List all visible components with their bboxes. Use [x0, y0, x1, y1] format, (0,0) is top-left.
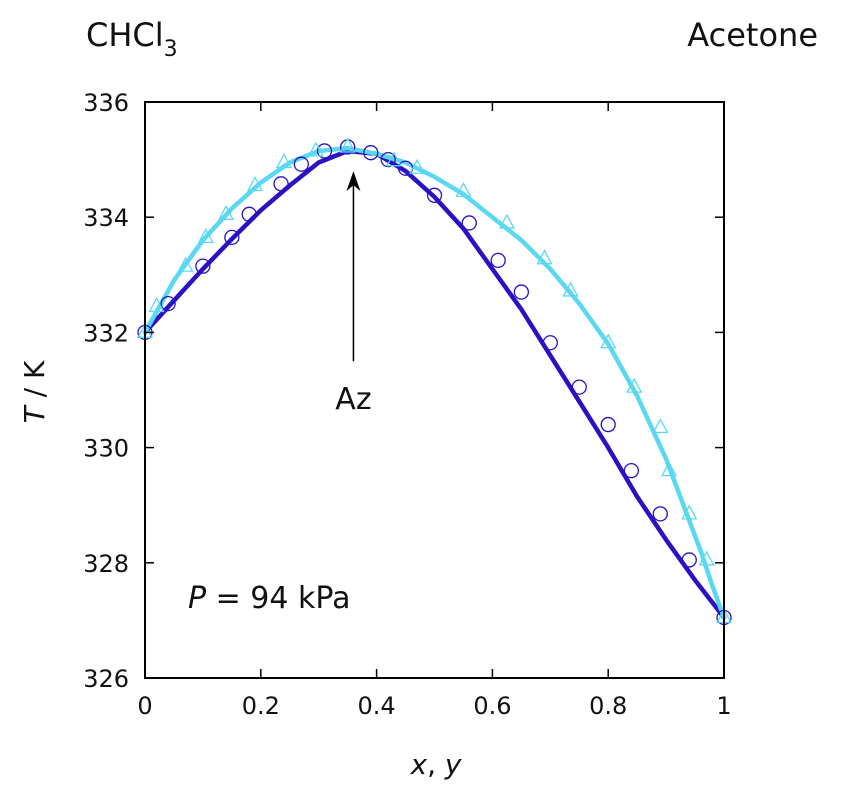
azeotrope-annotation: Az — [335, 171, 372, 417]
exp-liquid-point — [380, 151, 396, 168]
y-tick-label: 332 — [83, 319, 129, 347]
y-tick-label: 336 — [83, 89, 129, 117]
x-tick-label: 0.6 — [473, 692, 511, 720]
exp-vapor-point — [246, 176, 264, 192]
exp-vapor-point — [681, 504, 698, 520]
x-tick-label: 0 — [137, 692, 152, 720]
exp-vapor-point — [177, 256, 194, 272]
y-axis-title: T / K — [18, 360, 51, 423]
exp-vapor-point — [698, 550, 715, 566]
y-tick-label: 334 — [83, 204, 129, 232]
x-tick-label: 0.8 — [589, 692, 627, 720]
x-tick-label: 0.2 — [242, 692, 280, 720]
corner-label-right: Acetone — [687, 16, 818, 54]
azeotrope-arrow-head — [346, 171, 361, 192]
model-liquid-line — [142, 148, 727, 620]
exp-vapor-point — [600, 333, 617, 349]
model-vapor-line — [142, 145, 727, 620]
x-tick-label: 0.4 — [358, 692, 396, 720]
exp-vapor-point — [660, 461, 678, 477]
y-tick-label: 328 — [83, 550, 129, 578]
plot-curves — [142, 145, 727, 620]
exp-liquid-point — [652, 506, 668, 522]
corner-labels: CHCl3 Acetone — [86, 16, 818, 62]
exp-liquid-point — [293, 156, 309, 172]
exp-liquid-point — [273, 176, 289, 192]
exp-liquid-point — [623, 462, 640, 479]
exp-vapor-point — [626, 377, 643, 393]
azeotrope-label: Az — [335, 382, 371, 417]
exp-liquid-point — [542, 335, 558, 351]
exp-vapor-point — [498, 213, 515, 229]
corner-label-left-subscript: 3 — [164, 37, 178, 62]
exp-liquid-point — [195, 258, 211, 274]
exp-vapor-point — [275, 153, 293, 169]
exp-liquid-point — [426, 187, 443, 203]
exp-vapor-point — [652, 418, 669, 434]
exp-liquid-point — [681, 552, 697, 568]
exp-vapor-point — [536, 249, 553, 265]
exp-liquid-point — [160, 295, 176, 312]
exp-liquid-point — [316, 143, 333, 159]
exp-vapor-point — [409, 158, 426, 174]
exp-vapor-point — [307, 141, 324, 157]
exp-vapor-point — [562, 281, 579, 297]
exp-vapor-point — [197, 227, 214, 244]
exp-vapor-point — [385, 151, 403, 167]
exp-vapor-point — [217, 204, 235, 220]
x-axis-ticks: 0 0.2 0.4 0.6 0.8 1 — [137, 102, 732, 720]
y-axis-ticks: 326 328 330 332 334 336 — [83, 89, 724, 693]
exp-vapor-point — [455, 181, 472, 197]
exp-liquid-point — [600, 416, 616, 433]
exp-liquid-point — [490, 252, 506, 269]
exp-liquid-point — [224, 229, 240, 246]
x-tick-label: 1 — [716, 692, 731, 720]
exp-liquid-point — [571, 379, 587, 395]
y-tick-label: 326 — [83, 665, 129, 693]
plot-markers — [136, 137, 733, 626]
exp-vapor-point — [339, 137, 356, 153]
exp-liquid-point — [241, 206, 257, 222]
pressure-label: P = 94 kPa — [188, 581, 351, 616]
exp-liquid-point — [461, 215, 477, 231]
exp-liquid-point — [513, 284, 529, 300]
y-tick-label: 330 — [83, 435, 129, 463]
exp-liquid-point — [363, 145, 379, 161]
exp-vapor-point — [148, 297, 165, 313]
corner-label-left: CHCl3 — [86, 16, 178, 62]
plot-frame — [144, 101, 725, 679]
x-axis-title: x, y — [410, 748, 462, 781]
